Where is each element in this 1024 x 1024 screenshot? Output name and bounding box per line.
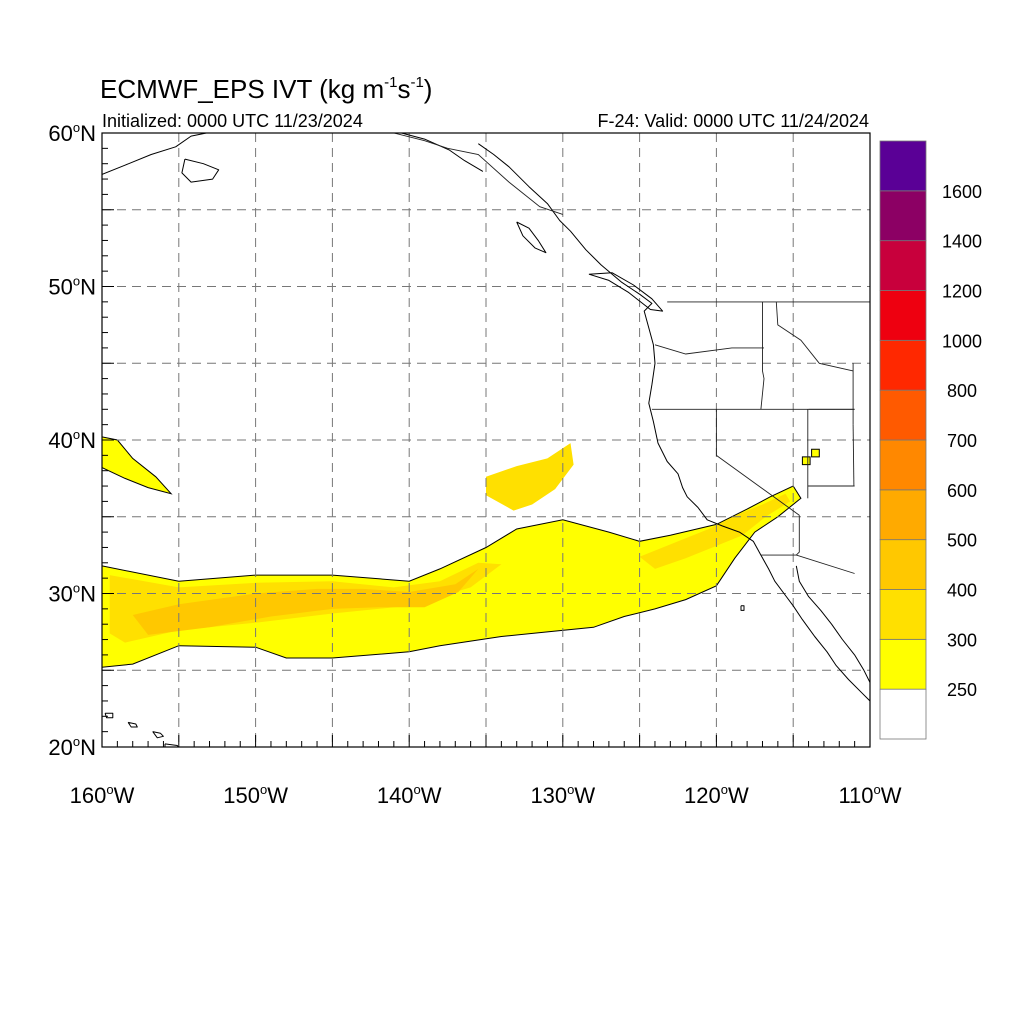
ivt-region-utah-cell-a	[811, 448, 820, 458]
colorbar-label: 800	[947, 381, 977, 401]
coastline-hawaii-island	[164, 743, 179, 747]
map-title: ECMWF_EPS IVT (kg m-1s-1)	[100, 74, 432, 104]
coastline-alaska-gulf-coast	[102, 133, 207, 175]
coastline-southeast-alaska-coast	[401, 133, 484, 172]
lat-label: 50oN	[48, 274, 96, 300]
title-unit-s: s	[397, 74, 410, 104]
border-idaho-montana-border	[775, 301, 854, 372]
plot-area	[102, 133, 870, 747]
colorbar-label: 300	[947, 630, 977, 650]
colorbar-segment	[879, 439, 927, 491]
colorbar-label: 1200	[942, 282, 982, 302]
border-wa-or-border	[654, 344, 764, 355]
ivt-region-south-coast	[639, 493, 791, 569]
lon-label: 150oW	[223, 782, 288, 808]
colorbar-segment	[879, 190, 927, 242]
title-close: )	[424, 74, 433, 104]
lon-label: 160oW	[70, 782, 135, 808]
lat-label: 40oN	[48, 427, 96, 453]
ivt-region-utah-cell-b	[801, 456, 811, 466]
coastline-vancouver-island	[588, 272, 664, 312]
coastline-guadalupe-island	[740, 605, 745, 611]
border-az-border	[795, 515, 855, 574]
gridlines	[102, 133, 870, 747]
coastline-haida-gwaii	[516, 221, 547, 254]
political-borders-layer	[393, 133, 870, 574]
init-time-label: Initialized: 0000 UTC 11/23/2024	[102, 111, 363, 131]
coastline-gulf-of-california	[795, 565, 870, 683]
colorbar-label: 400	[947, 581, 977, 601]
lon-label: 110oW	[838, 782, 901, 808]
colorbar-segment	[879, 539, 927, 590]
title-exponent-2: -1	[410, 74, 423, 91]
colorbar-segment	[879, 240, 927, 291]
coastlines-layer	[102, 133, 870, 747]
title-main: ECMWF_EPS IVT (kg m	[100, 74, 384, 104]
lon-label: 130oW	[530, 782, 595, 808]
border-idaho-west-border	[760, 301, 765, 410]
colorbar-segment	[879, 389, 927, 441]
border-alaska-canada-border	[393, 133, 563, 215]
valid-time-label: F-24: Valid: 0000 UTC 11/24/2024	[598, 111, 870, 131]
coastline-maui	[152, 731, 164, 739]
colorbar-segment	[879, 339, 927, 391]
title-exponent-1: -1	[384, 74, 397, 91]
colorbar-label: 1000	[942, 331, 982, 351]
coastline-kauai	[104, 712, 114, 719]
colorbar-label: 250	[947, 680, 977, 700]
colorbar-segment	[879, 140, 927, 192]
coastline-north-american-west-coast	[478, 143, 870, 702]
map-frame	[101, 132, 871, 748]
colorbar-segment	[879, 489, 927, 541]
colorbar-label: 1600	[942, 182, 982, 202]
lat-label: 30oN	[48, 581, 96, 607]
coastline-oahu	[127, 721, 138, 728]
coastline-kodiak-island	[181, 158, 220, 183]
ivt-region-main-inner	[132, 568, 479, 635]
colorbar-label: 500	[947, 531, 977, 551]
colorbar-label: 700	[947, 431, 977, 451]
colorbar-segment	[879, 688, 927, 740]
border-ca-nv-border	[715, 409, 800, 516]
axis-labels: 60oN 50oN 40oN 30oN 20oN 160oW 150oW 140oW 130oW…	[48, 120, 901, 808]
border-utah-east-border	[852, 424, 855, 487]
ivt-region-pacific-blob	[486, 443, 574, 511]
colorbar-label: 1400	[942, 232, 982, 252]
colorbar-segment	[879, 290, 927, 341]
colorbar-segment	[879, 589, 927, 640]
colorbar: 250 300 400 500 600 700 800 1000 1200 1400 1600	[879, 140, 982, 740]
colorbar-label: 600	[947, 481, 977, 501]
lon-label: 140oW	[377, 782, 442, 808]
ivt-region-nw-patch	[102, 436, 173, 495]
colorbar-segment	[879, 638, 927, 690]
lon-label: 120oW	[684, 782, 749, 808]
lat-label: 20oN	[48, 734, 96, 760]
axis-ticks	[101, 132, 871, 748]
ivt-shading-layer	[102, 436, 820, 668]
lat-label: 60oN	[48, 120, 96, 146]
